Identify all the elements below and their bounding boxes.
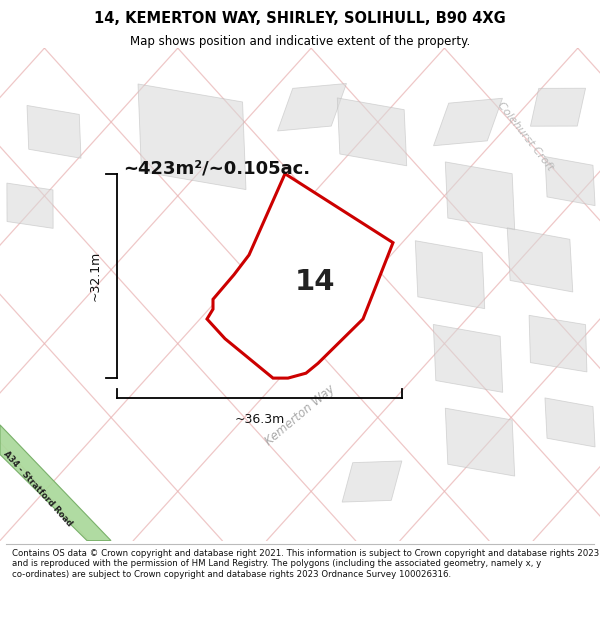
Text: Kemerton Way: Kemerton Way <box>263 382 337 448</box>
Polygon shape <box>0 425 111 541</box>
Polygon shape <box>433 324 503 392</box>
Text: A34 - Stratford Road: A34 - Stratford Road <box>1 449 73 528</box>
Polygon shape <box>278 84 346 131</box>
Polygon shape <box>415 241 485 309</box>
Polygon shape <box>342 461 402 502</box>
Polygon shape <box>337 98 407 166</box>
Polygon shape <box>530 88 586 126</box>
Polygon shape <box>545 398 595 447</box>
Polygon shape <box>207 174 393 378</box>
Polygon shape <box>445 408 515 476</box>
Polygon shape <box>445 162 515 230</box>
Text: 14: 14 <box>295 268 335 296</box>
Polygon shape <box>507 228 573 292</box>
Text: Contains OS data © Crown copyright and database right 2021. This information is : Contains OS data © Crown copyright and d… <box>12 549 599 579</box>
Polygon shape <box>138 84 246 189</box>
Polygon shape <box>545 157 595 206</box>
Polygon shape <box>434 98 502 146</box>
Text: ~36.3m: ~36.3m <box>235 412 284 426</box>
Text: ~32.1m: ~32.1m <box>89 251 102 301</box>
Text: ~423m²/~0.105ac.: ~423m²/~0.105ac. <box>123 160 310 177</box>
Text: 14, KEMERTON WAY, SHIRLEY, SOLIHULL, B90 4XG: 14, KEMERTON WAY, SHIRLEY, SOLIHULL, B90… <box>94 11 506 26</box>
Text: Colehurst Croft: Colehurst Croft <box>495 101 555 173</box>
Polygon shape <box>7 183 53 228</box>
Polygon shape <box>27 106 81 158</box>
Polygon shape <box>529 316 587 372</box>
Text: Map shows position and indicative extent of the property.: Map shows position and indicative extent… <box>130 34 470 48</box>
